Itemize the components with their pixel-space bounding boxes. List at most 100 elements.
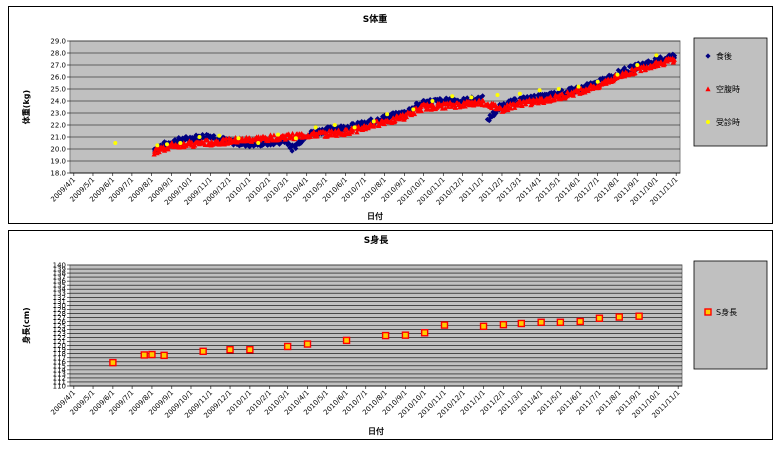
data-point: [635, 63, 640, 67]
data-point: [344, 126, 350, 132]
data-point: [537, 318, 545, 326]
y-tick-label: 26.0: [50, 74, 66, 82]
y-tick-label: 112: [53, 374, 66, 382]
data-point: [332, 123, 337, 127]
data-point: [371, 119, 376, 124]
data-point: [537, 88, 542, 93]
data-point: [340, 124, 347, 130]
data-point: [547, 93, 554, 99]
data-point: [226, 346, 234, 354]
data-point: [570, 92, 577, 98]
legend-label: S身長: [716, 307, 737, 317]
data-point: [113, 141, 118, 145]
data-point: [654, 53, 659, 58]
data-point: [374, 118, 380, 124]
data-point: [501, 101, 507, 107]
y-tick-label: 131: [53, 298, 66, 306]
data-point: [411, 107, 416, 112]
data-point: [156, 149, 162, 155]
data-point: [352, 125, 357, 130]
data-point: [293, 136, 298, 141]
data-point: [282, 134, 288, 140]
chart-weight: [67, 37, 768, 176]
y-tick-label: 24.0: [50, 98, 66, 106]
data-point: [151, 151, 157, 157]
data-point: [643, 59, 649, 65]
data-point: [155, 143, 160, 148]
y-tick-label: 115: [53, 362, 66, 370]
y-tick-label: 132: [53, 294, 66, 302]
data-point: [314, 133, 320, 139]
data-point: [164, 142, 169, 147]
y-tick-label: 28.0: [50, 50, 66, 58]
data-point: [551, 89, 557, 95]
data-point: [236, 136, 241, 141]
y-tick-label: 25.0: [50, 86, 66, 94]
data-point: [199, 347, 207, 356]
data-point: [323, 125, 329, 131]
chart-height: [67, 260, 768, 389]
data-point: [556, 88, 562, 95]
data-point: [554, 90, 561, 97]
data-point: [255, 142, 261, 148]
data-point: [666, 52, 672, 58]
data-point: [489, 114, 495, 120]
chart-title: S体重: [363, 13, 387, 25]
data-point: [246, 346, 254, 354]
data-point: [270, 142, 277, 148]
data-point: [596, 84, 603, 90]
x-axis-label: 日付: [367, 211, 383, 221]
data-point: [440, 321, 449, 329]
y-tick-label: 18.0: [50, 170, 66, 178]
data-point: [615, 313, 623, 321]
data-point: [445, 104, 451, 109]
y-tick-label: 128: [53, 310, 66, 318]
data-point: [635, 312, 643, 320]
data-point: [276, 132, 281, 137]
y-tick-label: 137: [53, 274, 66, 282]
data-point: [288, 144, 294, 150]
data-point: [430, 99, 435, 103]
data-point: [381, 331, 390, 340]
data-point: [559, 87, 565, 93]
y-tick-label: 135: [53, 282, 66, 290]
data-point: [384, 113, 390, 119]
data-point: [604, 74, 610, 81]
data-point: [341, 132, 347, 138]
y-tick-label: 136: [53, 278, 67, 286]
legend-marker: [705, 53, 711, 59]
data-point: [271, 132, 277, 138]
y-tick-label: 21.0: [50, 134, 66, 142]
data-point: [381, 121, 387, 127]
y-tick-label: 138: [53, 270, 66, 278]
data-point: [418, 108, 424, 114]
data-point: [529, 101, 535, 107]
data-point: [535, 100, 541, 106]
y-tick-label: 118: [53, 350, 66, 358]
data-point: [283, 342, 292, 351]
data-point: [668, 54, 674, 60]
legend-label: 食後: [716, 51, 732, 61]
data-point: [625, 68, 631, 74]
data-point: [160, 351, 168, 360]
data-point: [406, 106, 412, 112]
data-point: [395, 114, 401, 119]
y-tick-label: 126: [53, 318, 67, 326]
data-point: [342, 336, 351, 345]
plot-area: [69, 40, 681, 174]
y-tick-label: 124: [53, 326, 67, 334]
data-point: [517, 91, 522, 96]
legend-marker: [705, 86, 711, 92]
data-point: [539, 95, 545, 101]
data-point: [289, 148, 295, 154]
data-point: [411, 111, 418, 117]
data-point: [559, 91, 565, 97]
data-point: [484, 116, 491, 123]
legend-label: 受診時: [716, 117, 740, 127]
y-tick-label: 22.0: [50, 122, 66, 130]
data-point: [354, 129, 360, 135]
data-point: [335, 124, 341, 131]
data-point: [461, 95, 467, 101]
data-point: [256, 141, 261, 145]
data-point: [621, 65, 628, 71]
